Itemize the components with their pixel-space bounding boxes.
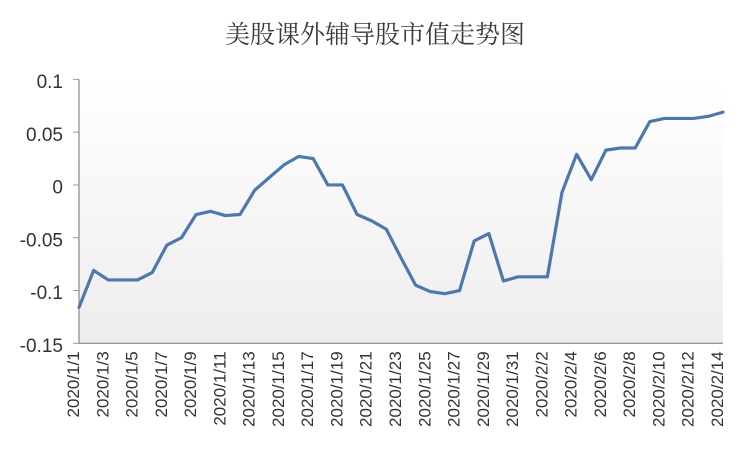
svg-text:2020/2/8: 2020/2/8 bbox=[620, 351, 639, 417]
svg-text:2020/1/31: 2020/1/31 bbox=[503, 351, 522, 427]
svg-text:2020/2/4: 2020/2/4 bbox=[562, 351, 581, 417]
svg-text:0.1: 0.1 bbox=[37, 72, 63, 93]
svg-text:2020/1/17: 2020/1/17 bbox=[298, 351, 317, 427]
svg-text:2020/1/9: 2020/1/9 bbox=[181, 351, 200, 417]
svg-text:2020/2/14: 2020/2/14 bbox=[708, 351, 727, 427]
svg-text:2020/1/7: 2020/1/7 bbox=[152, 351, 171, 417]
svg-text:2020/1/27: 2020/1/27 bbox=[445, 351, 464, 427]
svg-text:2020/1/23: 2020/1/23 bbox=[386, 351, 405, 427]
svg-text:2020/1/11: 2020/1/11 bbox=[210, 351, 229, 425]
svg-text:2020/1/13: 2020/1/13 bbox=[240, 351, 259, 427]
svg-text:0.05: 0.05 bbox=[26, 125, 63, 146]
svg-text:2020/1/1: 2020/1/1 bbox=[64, 351, 83, 417]
svg-text:-0.05: -0.05 bbox=[20, 230, 63, 251]
svg-text:0: 0 bbox=[52, 178, 63, 199]
svg-text:2020/1/19: 2020/1/19 bbox=[327, 351, 346, 427]
svg-text:2020/1/3: 2020/1/3 bbox=[93, 351, 112, 417]
svg-text:2020/2/12: 2020/2/12 bbox=[679, 351, 698, 427]
svg-text:2020/1/21: 2020/1/21 bbox=[357, 351, 376, 427]
svg-text:-0.1: -0.1 bbox=[30, 283, 63, 304]
svg-text:2020/2/2: 2020/2/2 bbox=[532, 351, 551, 417]
svg-text:2020/1/25: 2020/1/25 bbox=[415, 351, 434, 427]
svg-text:2020/2/10: 2020/2/10 bbox=[649, 351, 668, 427]
svg-text:2020/1/15: 2020/1/15 bbox=[269, 351, 288, 427]
svg-text:2020/1/5: 2020/1/5 bbox=[123, 351, 142, 417]
svg-text:2020/2/6: 2020/2/6 bbox=[591, 351, 610, 417]
svg-text:-0.15: -0.15 bbox=[20, 336, 63, 357]
svg-text:2020/1/29: 2020/1/29 bbox=[474, 351, 493, 427]
